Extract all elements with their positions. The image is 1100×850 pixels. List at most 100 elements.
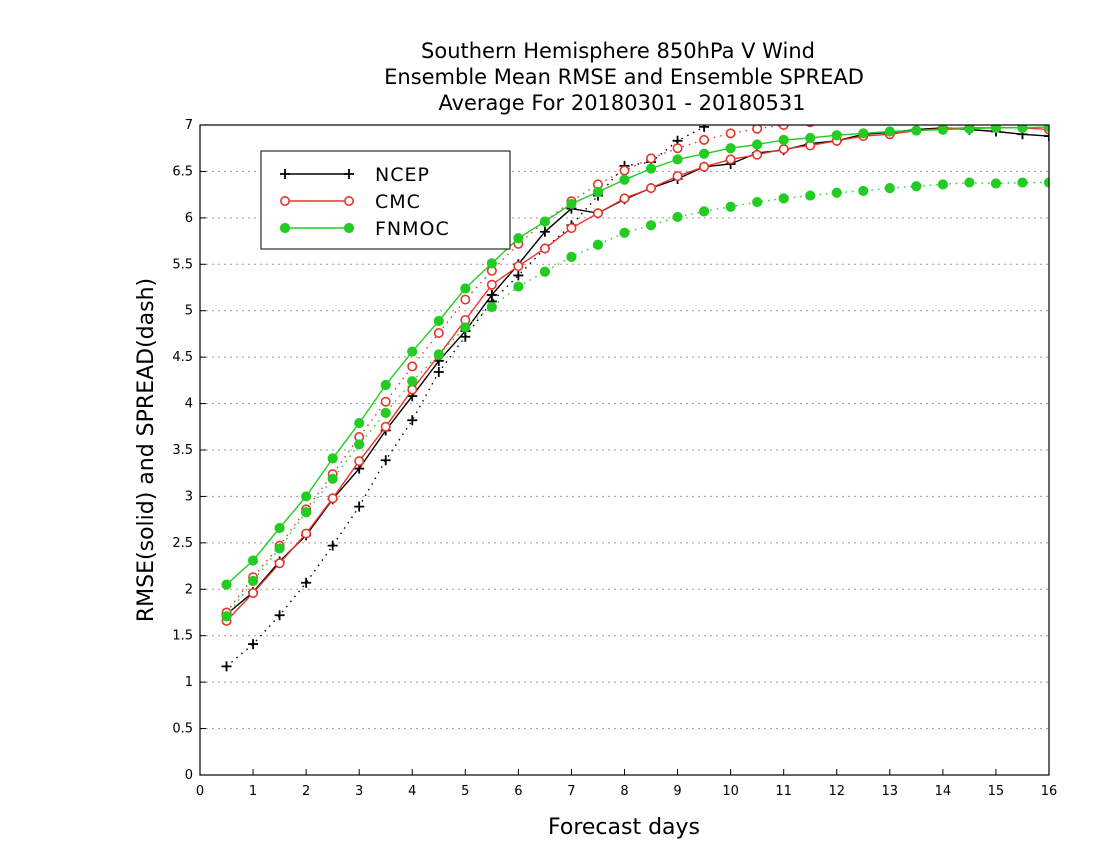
fnmoc-spread-point bbox=[752, 196, 763, 208]
x-tick-label: 14 bbox=[935, 784, 952, 799]
cmc-rmse-point bbox=[592, 208, 603, 219]
legend-marker-fnmoc bbox=[343, 222, 355, 234]
cmc-spread-point bbox=[859, 113, 867, 121]
fnmoc-rmse-point bbox=[964, 125, 975, 134]
fnmoc-spread-point bbox=[937, 179, 948, 190]
fnmoc-spread-point bbox=[672, 211, 683, 223]
fnmoc-rmse-point bbox=[327, 453, 338, 464]
fnmoc-spread-point bbox=[831, 187, 842, 198]
cmc-spread-point bbox=[992, 107, 1000, 115]
cmc-rmse-point bbox=[619, 193, 630, 204]
y-tick-label: 5.5 bbox=[172, 257, 193, 272]
fnmoc-spread-point bbox=[619, 227, 630, 238]
cmc-rmse-point bbox=[274, 558, 285, 569]
chart-title-line-1: Southern Hemisphere 850hPa V Wind bbox=[421, 39, 815, 63]
fnmoc-spread-point bbox=[805, 190, 816, 201]
cmc-rmse-point bbox=[248, 587, 259, 598]
legend-marker-cmc bbox=[279, 196, 290, 207]
fnmoc-spread-point bbox=[884, 183, 895, 194]
x-tick-label: 4 bbox=[408, 784, 416, 799]
legend-label-fnmoc: FNMOC bbox=[375, 218, 450, 240]
fnmoc-spread-point bbox=[964, 177, 975, 188]
fnmoc-rmse-point bbox=[752, 139, 763, 150]
legend-label-ncep: NCEP bbox=[375, 164, 430, 186]
fnmoc-rmse-point bbox=[645, 163, 657, 174]
fnmoc-rmse-point bbox=[831, 130, 842, 141]
x-tick-label: 9 bbox=[673, 784, 681, 799]
cmc-spread-point bbox=[407, 361, 418, 372]
fnmoc-rmse-point bbox=[513, 233, 524, 244]
legend: NCEP CMC FNMOC bbox=[260, 150, 511, 250]
fnmoc-spread-point bbox=[990, 178, 1002, 189]
axis-ticks: 00.511.522.533.544.555.566.570 1 2 3 4 5 6 7 8 9 1… bbox=[172, 118, 1057, 799]
chart-title: Southern Hemisphere 850hPa V Wind Ensemb… bbox=[384, 39, 864, 115]
y-tick-label: 1.5 bbox=[172, 629, 193, 644]
fnmoc-rmse-point bbox=[247, 555, 259, 566]
cmc-spread-point bbox=[699, 134, 710, 145]
fnmoc-rmse-point bbox=[539, 216, 551, 227]
x-tick-label: 5 bbox=[461, 784, 469, 799]
fnmoc-spread-point bbox=[725, 201, 736, 212]
fnmoc-spread-point bbox=[327, 473, 338, 484]
fnmoc-rmse-point bbox=[221, 579, 232, 590]
cmc-rmse-point bbox=[672, 171, 683, 182]
fnmoc-rmse-point bbox=[1043, 125, 1049, 132]
cmc-spread-point bbox=[672, 143, 683, 154]
cmc-spread-point bbox=[1045, 105, 1053, 113]
fnmoc-rmse-point bbox=[725, 143, 736, 154]
x-tick-label: 0 bbox=[196, 784, 204, 799]
cmc-rmse-point bbox=[301, 528, 312, 539]
x-tick-label: 12 bbox=[828, 784, 845, 799]
legend-box bbox=[260, 150, 511, 250]
legend-marker-cmc bbox=[343, 196, 354, 207]
fnmoc-rmse-point bbox=[778, 134, 789, 145]
y-tick-label: 1 bbox=[185, 675, 193, 690]
legend-marker-ncep bbox=[344, 169, 354, 179]
cmc-rmse-point bbox=[513, 261, 524, 272]
y-tick-label: 0.5 bbox=[172, 722, 193, 737]
cmc-rmse-point bbox=[327, 493, 338, 504]
ncep-spread-point bbox=[1044, 66, 1054, 76]
cmc-rmse-point bbox=[646, 183, 657, 194]
ncep-spread-point bbox=[248, 639, 259, 650]
fnmoc-rmse-point bbox=[407, 346, 418, 357]
y-tick-label: 3 bbox=[185, 489, 193, 504]
cmc-spread-point bbox=[833, 115, 841, 123]
fnmoc-spread-point bbox=[354, 439, 365, 450]
fnmoc-rmse-point bbox=[460, 283, 471, 294]
fnmoc-spread-point bbox=[698, 206, 710, 217]
fnmoc-spread-point bbox=[513, 281, 524, 292]
chart-title-line-2: Ensemble Mean RMSE and Ensemble SPREAD bbox=[384, 65, 864, 89]
x-tick-label: 15 bbox=[988, 784, 1005, 799]
legend-marker-ncep bbox=[280, 169, 290, 179]
fnmoc-spread-point bbox=[301, 507, 312, 518]
fnmoc-rmse-point bbox=[698, 148, 710, 159]
x-tick-label: 7 bbox=[567, 784, 575, 799]
x-tick-label: 2 bbox=[302, 784, 310, 799]
cmc-spread-point bbox=[725, 128, 736, 139]
x-tick-label: 16 bbox=[1041, 784, 1058, 799]
fnmoc-rmse-point bbox=[592, 186, 604, 197]
ncep-spread-point bbox=[1017, 68, 1027, 78]
fnmoc-rmse-point bbox=[858, 128, 869, 139]
cmc-rmse-point bbox=[486, 279, 497, 290]
y-axis-label: RMSE(solid) and SPREAD(dash) bbox=[134, 278, 159, 622]
cmc-rmse-point bbox=[752, 149, 763, 160]
fnmoc-rmse-point bbox=[884, 126, 895, 137]
ncep-rmse-point bbox=[486, 289, 497, 300]
y-tick-label: 0 bbox=[185, 768, 193, 783]
x-tick-label: 1 bbox=[249, 784, 257, 799]
ncep-spread-line bbox=[226, 125, 711, 667]
ncep-rmse-point bbox=[1044, 131, 1049, 142]
fnmoc-rmse-point bbox=[619, 174, 630, 185]
fnmoc-spread-point bbox=[539, 266, 551, 277]
fnmoc-spread-point bbox=[1017, 177, 1028, 188]
cmc-spread-point bbox=[460, 294, 471, 305]
cmc-rmse-point bbox=[407, 384, 418, 395]
fnmoc-rmse-point bbox=[937, 125, 948, 135]
ncep-spread-point bbox=[407, 415, 418, 426]
fnmoc-spread-point bbox=[858, 185, 869, 197]
cmc-spread-point bbox=[619, 165, 630, 176]
fnmoc-spread-point bbox=[433, 349, 444, 360]
ncep-spread-point bbox=[885, 81, 895, 91]
